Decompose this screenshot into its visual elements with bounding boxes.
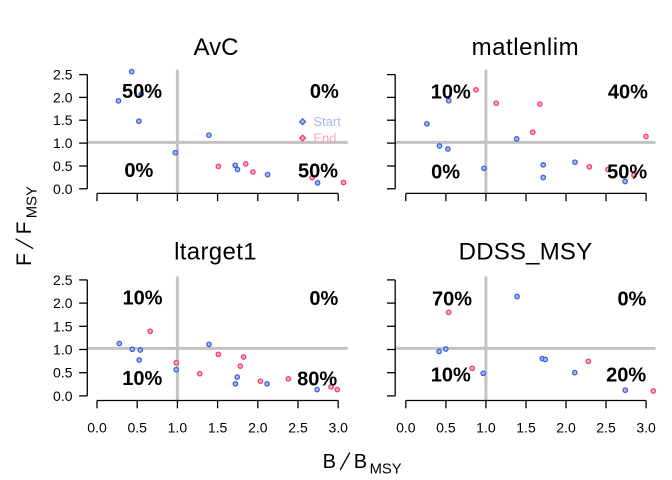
svg-text:20%: 20% [606, 364, 646, 386]
svg-text:0.0: 0.0 [53, 388, 73, 404]
svg-text:1.0: 1.0 [53, 342, 73, 358]
svg-text:3.0: 3.0 [636, 420, 656, 436]
svg-text:1.0: 1.0 [476, 420, 496, 436]
svg-text:MSY: MSY [24, 186, 40, 218]
svg-text:50%: 50% [607, 161, 647, 183]
svg-text:2.0: 2.0 [53, 295, 73, 311]
svg-text:1.5: 1.5 [516, 420, 536, 436]
svg-text:End: End [313, 131, 336, 146]
svg-text:1.0: 1.0 [168, 420, 188, 436]
svg-text:Start: Start [313, 114, 341, 129]
svg-text:0.0: 0.0 [53, 181, 73, 197]
svg-text:0.0: 0.0 [87, 420, 107, 436]
svg-text:50%: 50% [122, 81, 162, 103]
svg-text:3.0: 3.0 [328, 420, 348, 436]
svg-text:1.5: 1.5 [53, 318, 73, 334]
svg-text:1.0: 1.0 [53, 135, 73, 151]
svg-text:F: F [13, 253, 36, 266]
svg-text:0.5: 0.5 [53, 158, 73, 174]
svg-text:0.5: 0.5 [127, 420, 147, 436]
svg-text:F: F [13, 222, 36, 235]
svg-text:B: B [323, 451, 336, 473]
svg-text:50%: 50% [298, 160, 338, 182]
svg-text:0.5: 0.5 [436, 420, 456, 436]
svg-text:1.5: 1.5 [208, 420, 228, 436]
svg-text:0%: 0% [310, 81, 339, 103]
svg-text:40%: 40% [608, 81, 648, 103]
svg-text:2.5: 2.5 [53, 272, 73, 288]
svg-text:2.0: 2.0 [248, 420, 268, 436]
svg-text:70%: 70% [432, 288, 472, 310]
svg-text:0.0: 0.0 [396, 420, 416, 436]
svg-text:10%: 10% [122, 287, 162, 309]
svg-text:10%: 10% [431, 81, 471, 103]
svg-text:0.5: 0.5 [53, 365, 73, 381]
svg-text:80%: 80% [297, 369, 337, 391]
svg-text:10%: 10% [122, 368, 162, 390]
svg-text:matlenlim: matlenlim [472, 34, 580, 61]
svg-text:2.0: 2.0 [53, 89, 73, 105]
svg-text:B: B [354, 451, 367, 473]
svg-text:2.5: 2.5 [596, 420, 616, 436]
svg-text:1.5: 1.5 [53, 112, 73, 128]
svg-text:0%: 0% [309, 288, 338, 310]
svg-text:DDSS_MSY: DDSS_MSY [459, 239, 593, 266]
svg-text:2.0: 2.0 [556, 420, 576, 436]
svg-text:0%: 0% [124, 160, 153, 182]
svg-text:0%: 0% [431, 161, 460, 183]
svg-text:2.5: 2.5 [53, 67, 73, 83]
svg-text:MSY: MSY [370, 462, 402, 478]
svg-text:0%: 0% [617, 288, 646, 310]
svg-text:10%: 10% [431, 364, 471, 386]
svg-text:AvC: AvC [194, 34, 239, 61]
svg-text:2.5: 2.5 [288, 420, 308, 436]
svg-text:ltarget1: ltarget1 [174, 239, 257, 266]
